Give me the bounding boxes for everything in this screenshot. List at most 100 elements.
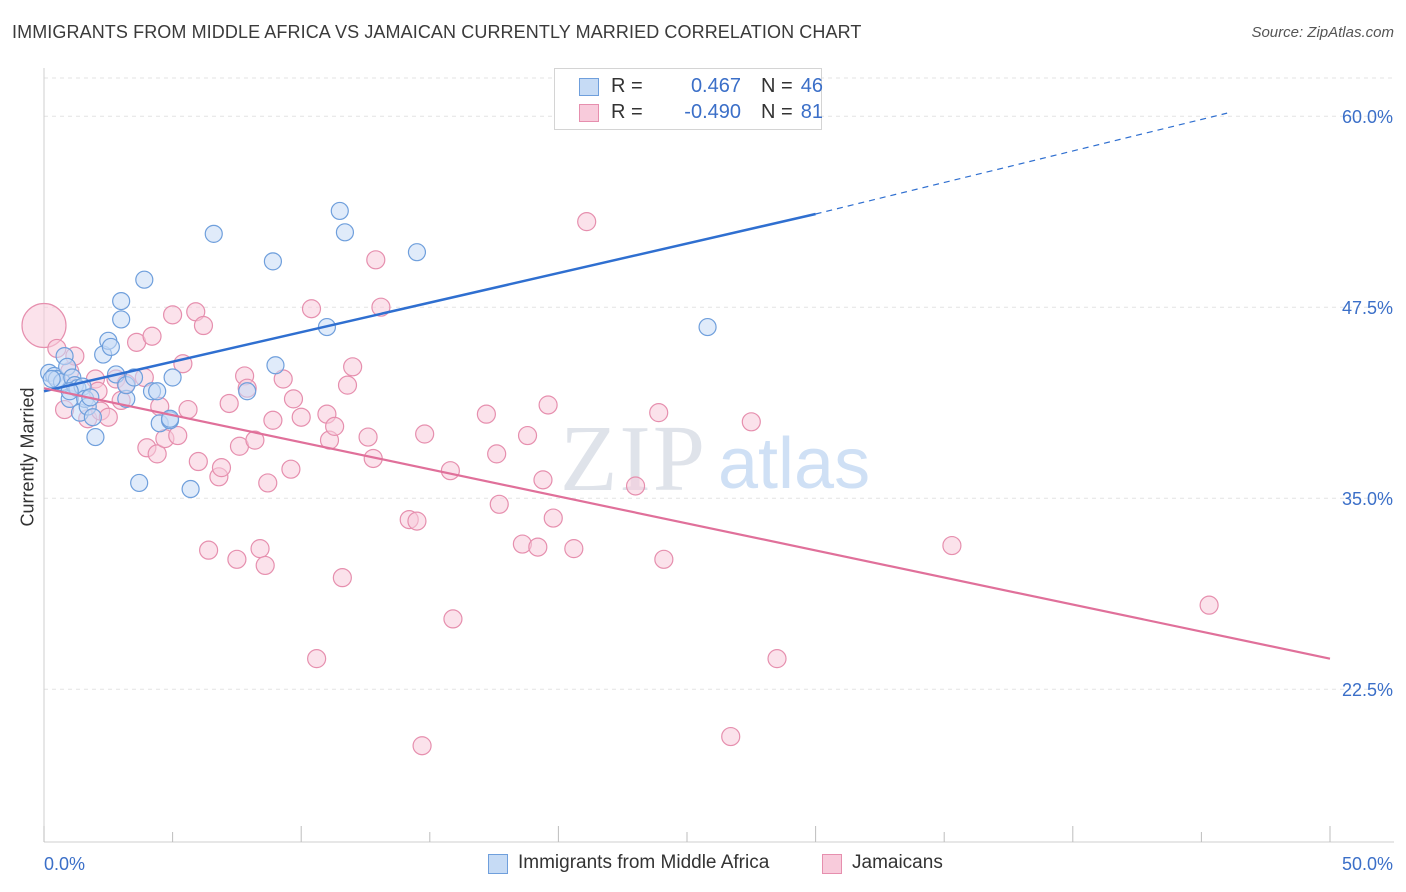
legend-n-value: 46 [800,75,823,97]
data-point-jamaicans [343,357,363,377]
data-point-middle-africa [698,317,717,337]
data-point-middle-africa [204,224,223,243]
data-point-jamaicans [283,389,304,409]
y-axis-title: Currently Married [17,387,38,527]
data-point-jamaicans [255,555,275,576]
legend-n-label: N = [761,101,793,123]
data-point-jamaicans [407,511,427,531]
data-point-jamaicans [942,535,962,556]
data-point-jamaicans [487,444,507,464]
data-point-jamaicans [307,649,327,669]
data-point-middle-africa [83,408,102,427]
data-point-middle-africa [330,201,349,221]
data-point-jamaicans [163,305,183,325]
tick-labels: 22.5% 35.0% 47.5% 60.0% 0.0% 50.0% [44,107,1393,874]
trend-line-middle-africa-extension [815,112,1228,215]
data-point-jamaicans [188,451,208,472]
correlation-legend: R = 0.467 N = 46 R = -0.490 N = 81 [554,68,823,130]
bottom-legend-swatch-blue [488,854,508,874]
data-point-jamaicans [517,425,538,446]
y-tick-label: 22.5% [1342,680,1393,700]
data-point-middle-africa [135,270,154,289]
data-point-jamaicans [21,302,67,349]
data-point-jamaicans [211,458,232,478]
data-point-middle-africa [266,356,285,375]
x-tick-label: 0.0% [44,854,85,874]
data-point-jamaicans [325,416,345,436]
data-point-middle-africa [148,382,167,401]
series-middle-africa-points [40,201,717,499]
legend-r-label: R = [611,75,643,97]
data-point-middle-africa [86,427,105,447]
y-tick-label: 60.0% [1342,107,1393,127]
data-point-jamaicans [301,299,322,319]
trend-line-jamaicans [43,387,1331,660]
data-point-jamaicans [245,430,265,450]
data-point-jamaicans [415,424,435,444]
data-point-jamaicans [178,399,198,420]
data-point-middle-africa [335,223,355,242]
legend-r-value: 0.467 [690,75,741,97]
data-point-middle-africa [163,368,182,387]
data-point-jamaicans [1199,595,1219,615]
y-tick-label: 47.5% [1342,298,1393,318]
data-point-jamaicans [98,407,118,427]
data-point-jamaicans [147,444,167,464]
legend-r-label: R = [611,101,643,123]
data-point-jamaicans [358,427,378,447]
data-point-jamaicans [263,410,283,430]
data-point-middle-africa [101,337,120,357]
data-point-jamaicans [528,537,548,557]
legend-n-label: N = [761,75,793,97]
bottom-legend-label: Jamaicans [852,852,943,873]
watermark: ZIP atlas [560,407,870,511]
data-point-middle-africa [407,243,427,262]
data-point-jamaicans [512,534,532,554]
watermark-zip: ZIP [560,407,707,511]
legend-n-value: 81 [800,101,823,123]
data-point-jamaicans [649,403,669,423]
source-label: Source: ZipAtlas.com [1251,24,1394,41]
data-point-jamaicans [258,473,278,493]
data-point-jamaicans [654,549,674,569]
legend-r-value: -0.490 [684,101,741,123]
data-point-middle-africa [112,310,131,329]
trend-line-middle-africa [43,212,816,393]
data-point-jamaicans [199,540,219,560]
data-point-jamaicans [489,494,509,514]
data-point-jamaicans [476,404,496,424]
data-point-jamaicans [227,549,247,569]
data-point-jamaicans [332,568,352,588]
bottom-legend-swatch-pink [822,854,842,874]
legend-swatch-pink [579,104,599,122]
data-point-middle-africa [181,479,200,499]
data-point-middle-africa [124,368,144,387]
data-point-middle-africa [238,382,257,401]
data-point-jamaicans [741,412,761,432]
data-point-jamaicans [366,250,386,270]
data-point-jamaicans [250,539,270,559]
data-point-jamaicans [281,459,301,479]
data-point-jamaicans [142,326,162,346]
data-point-middle-africa [130,473,149,493]
watermark-atlas: atlas [718,424,870,504]
data-point-middle-africa [263,252,283,271]
chart-title: IMMIGRANTS FROM MIDDLE AFRICA VS JAMAICA… [12,22,862,42]
y-tick-label: 35.0% [1342,489,1393,509]
data-point-jamaicans [291,407,311,427]
data-point-middle-africa [42,369,61,389]
legend-swatch-blue [579,78,599,96]
data-point-jamaicans [337,375,358,395]
data-point-jamaicans [564,539,584,559]
data-point-jamaicans [443,609,463,629]
data-point-middle-africa [112,291,131,311]
data-point-jamaicans [543,508,563,528]
data-point-jamaicans [625,476,646,496]
data-point-jamaicans [168,425,188,446]
data-point-jamaicans [721,726,741,747]
data-point-jamaicans [538,395,558,415]
data-point-jamaicans [533,470,553,490]
bottom-legend-label: Immigrants from Middle Africa [518,852,770,873]
data-point-jamaicans [412,736,432,756]
trend-lines [43,112,1331,660]
